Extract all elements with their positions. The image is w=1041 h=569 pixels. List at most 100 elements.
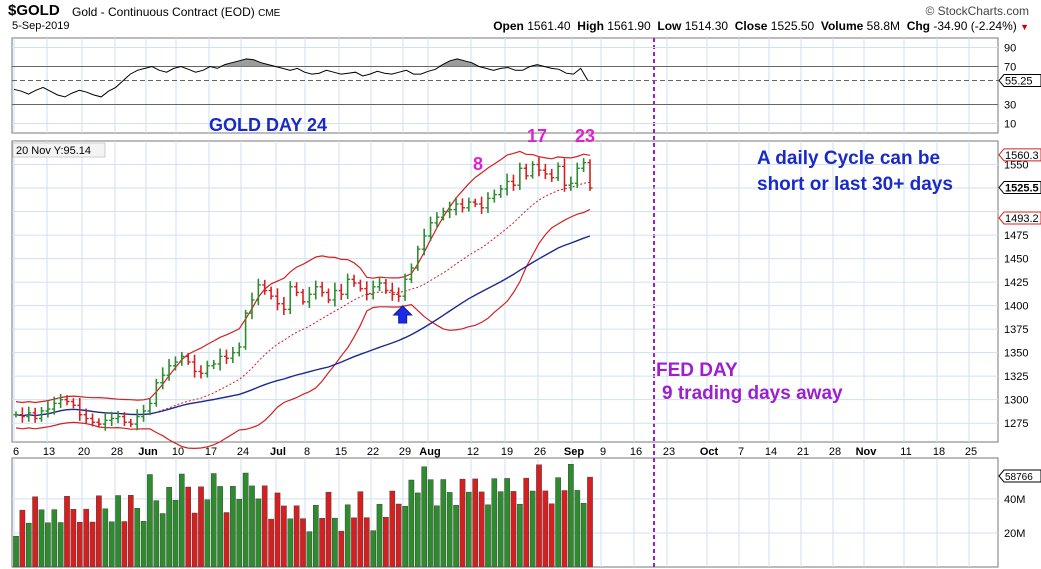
volume-bar [332,517,338,568]
x-tick-label: 24 [237,446,249,458]
volume-bar [274,492,281,568]
price-last-value-tag [998,148,1041,162]
rsi-line [13,58,589,98]
price-tick-label: 1550 [1004,160,1028,172]
volume-bar [76,522,83,568]
price-tick-label: 1450 [1004,254,1028,266]
volume-bar [427,479,434,568]
volume-last-value-tag [998,469,1041,483]
close-value: 1525.50 [770,19,815,33]
price-last-value-label: 1525.5 [1005,183,1039,195]
chg-value: -34.90 (-2.24%) [933,19,1017,33]
volume-bar [478,491,485,568]
low-value: 1514.30 [684,19,729,33]
x-tick-label: 28 [829,446,841,458]
volume-bar [319,518,325,568]
volume-bar [51,509,58,568]
price-last-value-tag [998,211,1041,225]
volume-tick-label: 40M [1004,494,1025,506]
volume-bar [395,503,402,568]
volume-bar [185,486,192,568]
x-tick-label: 19 [501,446,513,458]
volume-bar [217,486,223,568]
x-tick-label: 8 [304,446,310,458]
volume-bar [555,477,561,568]
lower-band-line [15,208,591,450]
volume-bar [548,503,555,568]
x-tick-label: 21 [797,446,809,458]
high-label: High [577,19,604,33]
volume-bar [64,496,70,568]
chg-label: Chg [906,19,931,33]
exchange: CME [258,8,281,19]
price-last-value-label: 1560.3 [1005,150,1039,162]
volume-bar [504,478,510,568]
volume-bar [127,495,134,568]
price-tick-label: 1300 [1004,395,1028,407]
rsi-tick-label: 70 [1004,62,1016,74]
volume-bar [376,504,383,568]
volume-bar [236,499,243,568]
rsi-tick-label: 90 [1004,43,1016,55]
x-tick-label: Jun [138,446,158,458]
close-label: Close [734,19,768,33]
x-tick-label: 10 [172,446,184,458]
volume-bar [580,503,587,568]
legend-tag-box [12,142,106,158]
volume-bar [510,491,517,568]
volume-bar [287,518,294,568]
price-tick-label: 1475 [1004,230,1028,242]
volume-bar [434,505,440,568]
volume-bar [497,491,504,568]
volume-bar [313,505,319,568]
volume-bar [108,521,115,568]
volume-bar [408,479,415,568]
price-tick-label: 1350 [1004,348,1028,360]
volume-bar [446,492,453,568]
volume-tick-label: 20M [1004,528,1025,540]
price-tick-label: 1400 [1004,301,1028,313]
x-tick-label: 25 [965,446,977,458]
volume-bar [357,491,364,568]
volume-bar [542,490,549,568]
volume-bar [344,504,351,568]
ohlc-readout: Open 1561.40 High 1561.90 Low 1514.30 Cl… [493,19,1029,33]
x-tick-label: Nov [856,446,878,458]
x-tick-label: 17 [205,446,217,458]
volume-bar [166,487,172,568]
volume-last-value-label: 58766 [1005,472,1033,483]
x-tick-label: 29 [399,446,411,458]
volume-bar [153,500,160,568]
volume-bar [523,477,529,568]
volume-bar [70,509,77,568]
volume-bar [204,499,211,568]
volume-bar [159,513,166,568]
down-triangle-icon: ▼ [1020,22,1029,32]
cycle-day-17-label: 17 [527,126,547,146]
volume-bar [242,472,249,568]
volume-bar [268,518,274,568]
volume-bar [19,509,26,568]
price-tick-label: 1275 [1004,418,1028,430]
volume-bar [223,512,230,568]
cycle-note-line1: A daily Cycle can be [757,148,940,169]
x-tick-label: Oct [700,446,719,458]
cycle-day-23-label: 23 [575,126,595,146]
volume-bar [147,474,153,568]
x-tick-label: 22 [367,446,379,458]
blue-up-arrow-icon [392,305,413,324]
rsi-tick-label: 10 [1004,119,1016,131]
volume-bar [568,464,574,568]
rsi-overbought-fill [14,58,588,67]
volume-bar [96,495,102,568]
chart-date: 5-Sep-2019 [12,20,70,32]
volume-bar [293,505,300,568]
volume-bar [383,517,389,568]
rsi-last-value-tag [998,74,1041,88]
volume-bar [364,517,370,568]
x-tick-label: 14 [765,446,777,458]
volume-bar [13,536,19,568]
symbol: $GOLD [8,2,60,19]
volume-bar [485,504,491,568]
